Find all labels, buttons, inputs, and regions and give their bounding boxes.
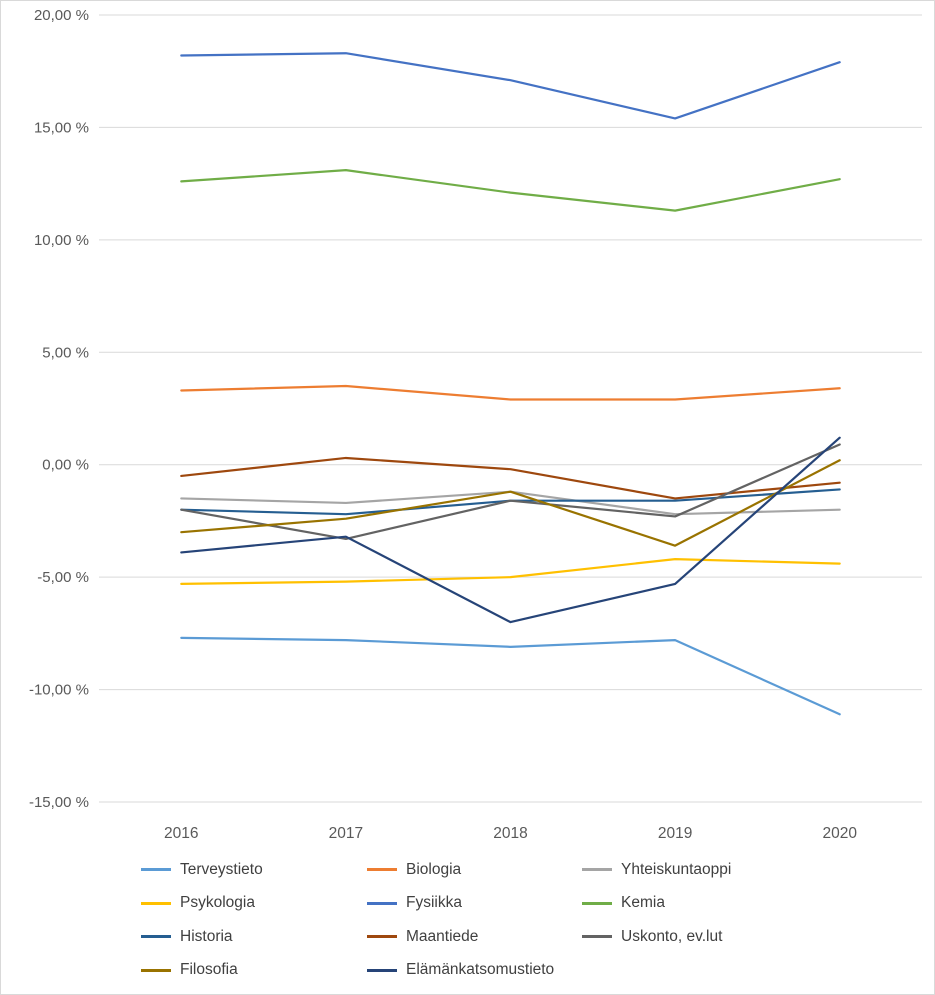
x-axis-label: 2020 [822, 825, 857, 842]
legend-label: Uskonto, ev.lut [621, 927, 723, 945]
legend-label: Maantiede [406, 927, 479, 945]
series-line-psykologia [180, 558, 841, 585]
plot-area: 20,00 % 15,00 % 10,00 % 5,00 % 0,00 % -5,00 %… [29, 7, 922, 842]
legend-item-biologia: Biologia [367, 853, 582, 887]
y-axis-label: -10,00 % [29, 682, 89, 699]
series-line-kemia [180, 169, 841, 212]
legend-line-marker-icon [582, 935, 612, 939]
legend-item-maantiede: Maantiede [367, 920, 582, 954]
y-axis-label: 0,00 % [42, 457, 89, 474]
series-line-filosofia [180, 459, 841, 547]
series-line-biologia [180, 384, 841, 401]
legend-line-marker-icon [367, 901, 397, 905]
x-axis-label: 2016 [164, 825, 198, 842]
legend-line-marker-icon [582, 901, 612, 905]
chart-legend: Terveystieto Biologia Yhteiskuntaoppi Psyko… [1, 853, 934, 987]
y-axis-label: 5,00 % [42, 344, 89, 361]
y-axis-label: 20,00 % [34, 7, 89, 24]
legend-label: Terveystieto [180, 860, 263, 878]
legend-label: Fysiikka [406, 894, 462, 912]
legend-label: Filosofia [180, 961, 238, 979]
legend-item-filosofia: Filosofia [141, 954, 367, 988]
legend-line-marker-icon [367, 868, 397, 872]
legend-item-psykologia: Psykologia [141, 887, 367, 921]
y-axis-label: 10,00 % [34, 232, 89, 249]
x-axis-label: 2017 [329, 825, 363, 842]
legend-item-fysiikka: Fysiikka [367, 887, 582, 921]
series-line-terveystieto [180, 636, 841, 716]
legend-label: Yhteiskuntaoppi [621, 860, 732, 878]
legend-item-terveystieto: Terveystieto [141, 853, 367, 887]
series-line-elämänkatsomustieto [180, 436, 841, 624]
legend-label: Kemia [621, 894, 665, 912]
legend-line-marker-icon [367, 968, 397, 972]
legend-item-elämänkatsomustieto: Elämänkatsomustieto [367, 954, 582, 988]
x-axis-label: 2018 [493, 825, 527, 842]
x-axis-label: 2019 [658, 825, 692, 842]
legend-label: Biologia [406, 860, 462, 878]
legend-item-kemia: Kemia [582, 887, 934, 921]
legend-label: Psykologia [180, 894, 255, 912]
legend-line-marker-icon [141, 868, 171, 872]
series-line-fysiikka [180, 52, 841, 120]
y-axis-label: -15,00 % [29, 794, 89, 811]
legend-line-marker-icon [141, 935, 171, 939]
legend-item-uskonto-ev-lut: Uskonto, ev.lut [582, 920, 934, 954]
series-line-uskonto-ev-lut [180, 443, 841, 541]
legend-item-historia: Historia [141, 920, 367, 954]
y-axis-label: -5,00 % [37, 569, 89, 586]
legend-label: Historia [180, 927, 233, 945]
legend-label: Elämänkatsomustieto [406, 961, 555, 979]
y-axis-label: 15,00 % [34, 119, 89, 136]
legend-line-marker-icon [582, 868, 612, 872]
legend-item-yhteiskuntaoppi: Yhteiskuntaoppi [582, 853, 934, 887]
legend-line-marker-icon [141, 901, 171, 905]
legend-line-marker-icon [141, 968, 171, 972]
legend-line-marker-icon [367, 935, 397, 939]
